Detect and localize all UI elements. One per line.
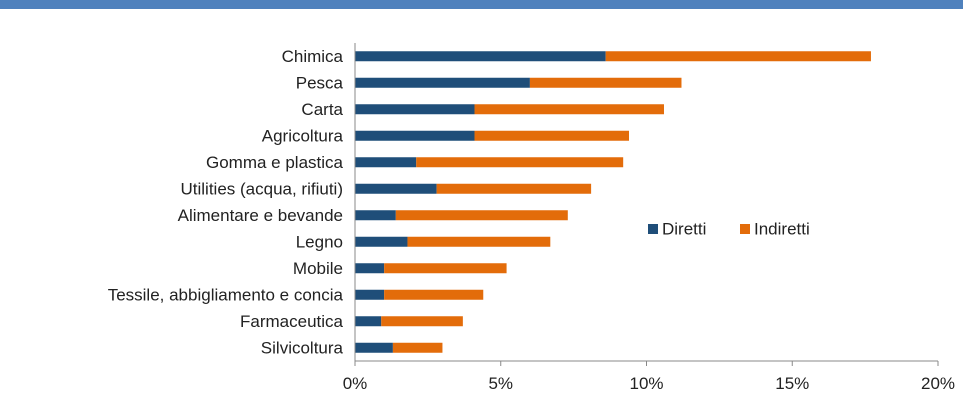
bar-diretti-11 <box>355 342 393 353</box>
category-label: Tessile, abbigliamento e concia <box>108 285 344 304</box>
bar-diretti-2 <box>355 104 475 115</box>
category-label: Gomma e plastica <box>206 153 344 172</box>
header-band <box>0 0 963 9</box>
bar-diretti-7 <box>355 236 408 247</box>
category-label: Agricoltura <box>262 126 344 145</box>
legend-label-diretti: Diretti <box>662 220 706 239</box>
bar-diretti-5 <box>355 183 437 194</box>
bar-indiretti-10 <box>381 316 463 327</box>
x-axis-ticks: 0% 5% 10% 15% 20% <box>343 361 955 393</box>
bar-diretti-8 <box>355 263 385 274</box>
x-tick-label: 20% <box>921 374 955 393</box>
bar-indiretti-11 <box>392 342 443 353</box>
bar-diretti-10 <box>355 316 382 327</box>
bar-indiretti-3 <box>474 130 630 141</box>
bar-indiretti-0 <box>605 51 871 62</box>
category-label: Silvicoltura <box>261 338 344 357</box>
category-label: Carta <box>301 100 343 119</box>
x-tick-label: 5% <box>488 374 513 393</box>
x-tick-label: 10% <box>629 374 663 393</box>
category-label: Legno <box>296 232 343 251</box>
bar-diretti-0 <box>355 51 606 62</box>
x-tick-label: 15% <box>775 374 809 393</box>
category-label: Utilities (acqua, rifiuti) <box>181 179 344 198</box>
bar-diretti-6 <box>355 210 396 221</box>
legend-swatch-indiretti <box>740 224 750 234</box>
bar-indiretti-9 <box>384 289 484 300</box>
bar-indiretti-1 <box>529 77 682 88</box>
legend-swatch-diretti <box>648 224 658 234</box>
category-label: Farmaceutica <box>240 312 344 331</box>
category-label: Chimica <box>282 47 344 66</box>
bar-diretti-3 <box>355 130 475 141</box>
x-tick-label: 0% <box>343 374 368 393</box>
bar-indiretti-7 <box>407 236 551 247</box>
bar-indiretti-2 <box>474 104 664 115</box>
bar-diretti-4 <box>355 157 417 168</box>
bar-indiretti-5 <box>436 183 592 194</box>
bar-diretti-9 <box>355 289 385 300</box>
category-label: Mobile <box>293 259 343 278</box>
legend: Diretti Indiretti <box>648 220 810 239</box>
bar-indiretti-8 <box>384 263 507 274</box>
legend-label-indiretti: Indiretti <box>754 220 810 239</box>
bar-indiretti-4 <box>416 157 624 168</box>
bar-diretti-1 <box>355 77 530 88</box>
category-label: Pesca <box>296 73 344 92</box>
bar-indiretti-6 <box>395 210 568 221</box>
category-label: Alimentare e bevande <box>178 206 343 225</box>
bars <box>355 51 871 353</box>
category-labels: Chimica Pesca Carta Agricoltura Gomma e plas… <box>108 47 344 358</box>
